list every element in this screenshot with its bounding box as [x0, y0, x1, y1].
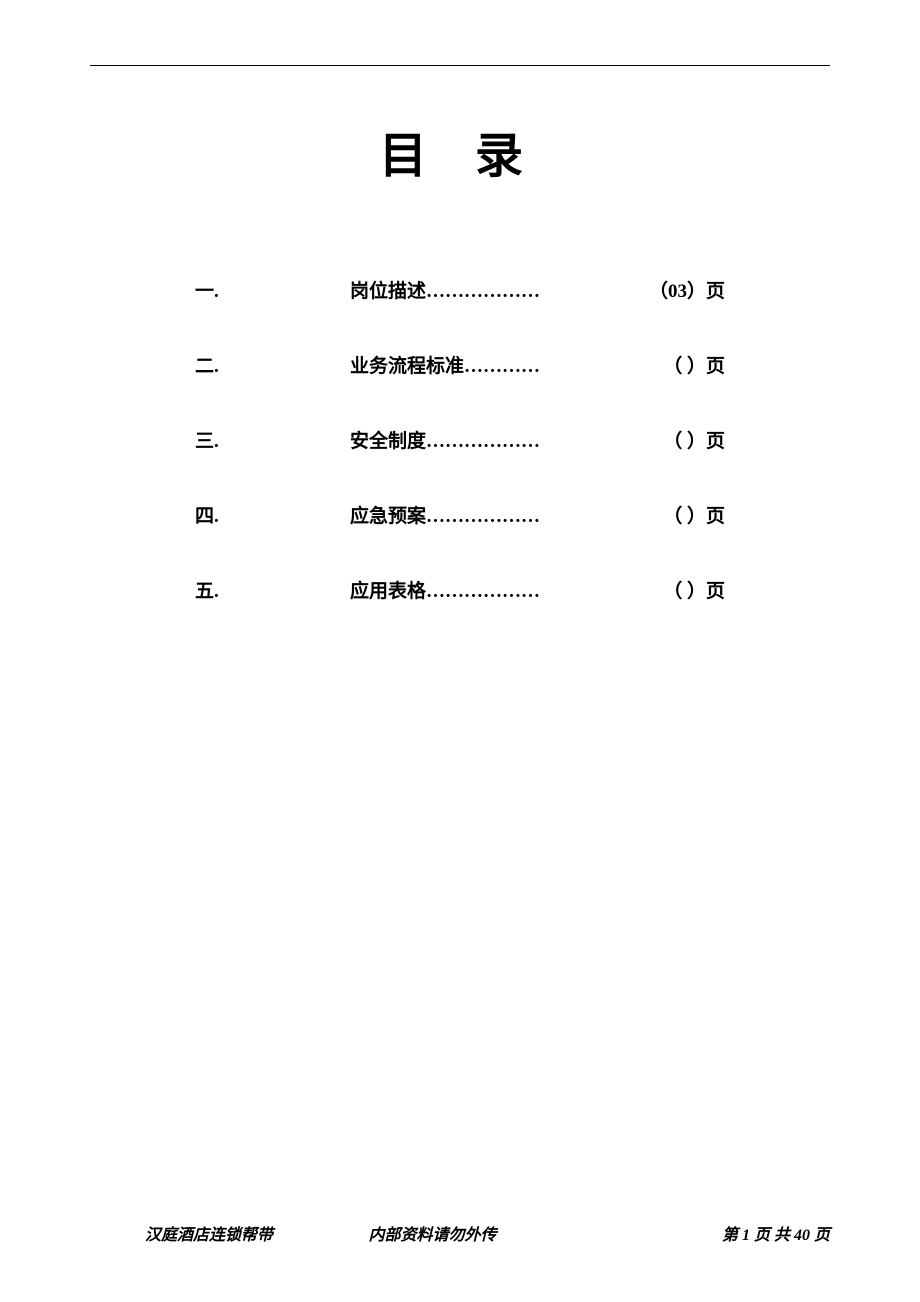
footer-right-mid: 页 共 — [750, 1227, 794, 1244]
toc-label: 业务流程标准 — [350, 351, 464, 378]
toc-dots: ………… — [464, 356, 540, 378]
toc-mid: 岗位描述 ……………… — [250, 276, 605, 303]
toc-row: 三. 安全制度 ……………… （ ）页 — [195, 426, 725, 453]
toc-mid: 业务流程标准 ………… — [250, 351, 605, 378]
toc-mid: 应用表格 ……………… — [250, 576, 605, 603]
toc-dots: ……………… — [426, 506, 540, 528]
toc-row: 四. 应急预案 ……………… （ ）页 — [195, 501, 725, 528]
toc-dots: ……………… — [426, 281, 540, 303]
footer-right-text: 第 1 页 共 40 页 — [722, 1221, 830, 1245]
toc-label: 安全制度 — [350, 426, 426, 453]
toc-number: 五. — [195, 576, 250, 603]
footer-right-prefix: 第 — [722, 1227, 742, 1244]
toc-row: 一. 岗位描述 ……………… （03）页 — [195, 276, 725, 303]
toc-dots: ……………… — [426, 431, 540, 453]
toc-page: （ ）页 — [605, 576, 725, 603]
footer-page-current: 1 — [742, 1227, 750, 1244]
toc-number: 一. — [195, 276, 250, 303]
toc-mid: 应急预案 ……………… — [250, 501, 605, 528]
toc-dots: ……………… — [426, 581, 540, 603]
toc-list: 一. 岗位描述 ……………… （03）页 二. 业务流程标准 ………… （ ）页… — [90, 276, 830, 603]
toc-page: （03）页 — [605, 276, 725, 303]
toc-number: 二. — [195, 351, 250, 378]
footer-center-text: 内部资料请勿外传 — [368, 1221, 496, 1245]
page-container: 目 录 一. 岗位描述 ……………… （03）页 二. 业务流程标准 ………… … — [0, 0, 920, 1302]
toc-number: 四. — [195, 501, 250, 528]
toc-page: （ ）页 — [605, 426, 725, 453]
top-horizontal-rule — [90, 65, 830, 66]
toc-number: 三. — [195, 426, 250, 453]
toc-label: 应用表格 — [350, 576, 426, 603]
page-footer: 汉庭酒店连锁帮带 内部资料请勿外传 第 1 页 共 40 页 — [90, 1221, 830, 1245]
page-title: 目 录 — [90, 116, 830, 186]
toc-label: 应急预案 — [350, 501, 426, 528]
footer-left-text: 汉庭酒店连锁帮带 — [90, 1221, 273, 1245]
toc-page: （ ）页 — [605, 351, 725, 378]
toc-mid: 安全制度 ……………… — [250, 426, 605, 453]
footer-right-suffix: 页 — [810, 1227, 830, 1244]
toc-page: （ ）页 — [605, 501, 725, 528]
toc-label: 岗位描述 — [350, 276, 426, 303]
footer-page-total: 40 — [794, 1227, 810, 1244]
toc-row: 二. 业务流程标准 ………… （ ）页 — [195, 351, 725, 378]
toc-row: 五. 应用表格 ……………… （ ）页 — [195, 576, 725, 603]
